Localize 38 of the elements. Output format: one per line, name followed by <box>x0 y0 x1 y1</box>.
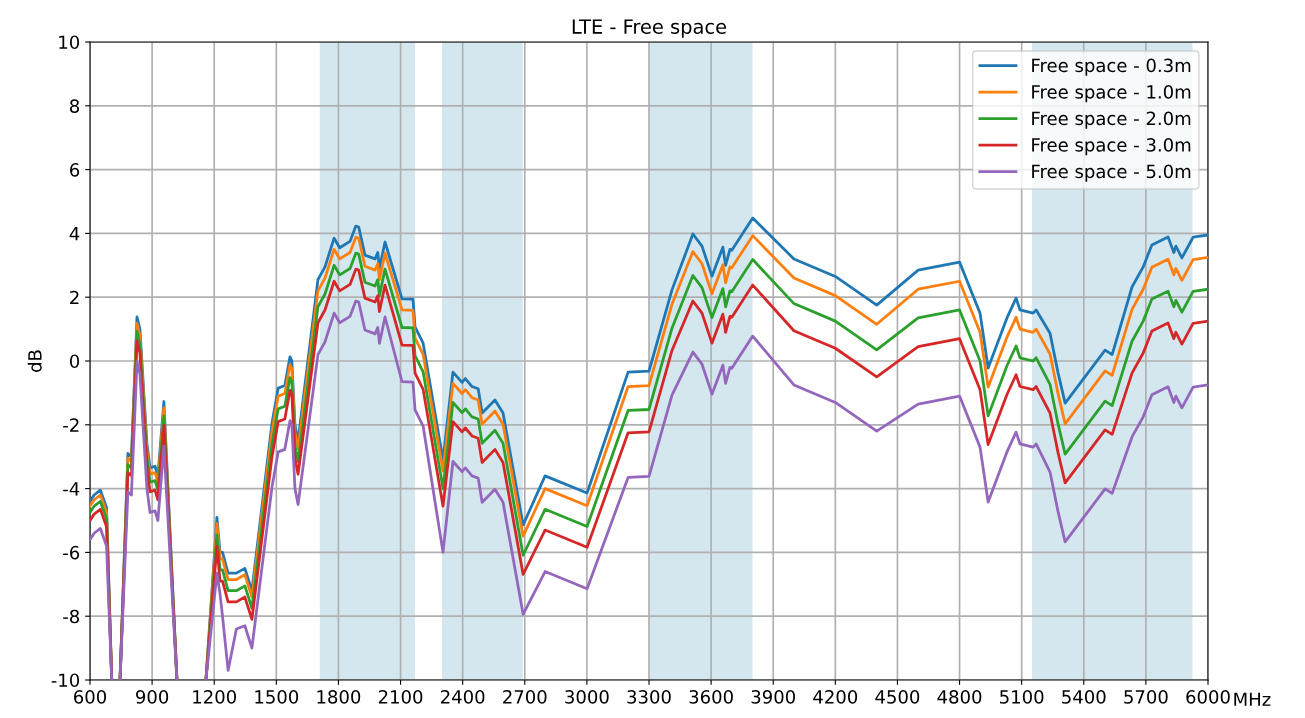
y-tick-label: -6 <box>63 545 80 560</box>
y-tick-label: -4 <box>63 482 80 496</box>
x-tick-label: 2700 <box>503 690 547 704</box>
legend-label: Free space - 3.0m <box>1032 138 1191 156</box>
y-tick-label: 10 <box>59 35 80 50</box>
x-tick-label: 5400 <box>1062 690 1106 704</box>
x-tick-label: 4500 <box>875 690 920 704</box>
x-tick-label: 1800 <box>317 690 361 704</box>
x-tick-label: 4800 <box>937 690 982 704</box>
x-tick-label: 3300 <box>627 690 671 704</box>
y-axis-title: dB <box>27 350 42 372</box>
x-tick-label: 2400 <box>441 690 485 704</box>
y-tick-label: 6 <box>70 163 80 177</box>
x-tick-label: 3900 <box>751 690 795 704</box>
y-tick-label: 0 <box>69 354 80 369</box>
chart-title: LTE - Free space <box>572 19 727 38</box>
x-axis-title: MHz <box>1234 692 1271 706</box>
y-tick-label: -8 <box>63 609 80 624</box>
x-tick-label: 6000 <box>1186 690 1230 704</box>
x-tick-label: 4200 <box>813 690 858 704</box>
y-tick-label: -10 <box>51 673 80 688</box>
x-tick-label: 3600 <box>689 690 733 704</box>
legend-label: Free space - 5.0m <box>1032 164 1191 182</box>
x-tick-label: 3000 <box>565 690 609 704</box>
x-tick-label: 1200 <box>193 690 236 704</box>
x-tick-label: 1500 <box>255 690 299 704</box>
y-tick-label: 4 <box>69 227 80 241</box>
x-tick-label: 900 <box>136 690 169 704</box>
x-tick-label: 2100 <box>378 690 423 704</box>
x-tick-label: 5100 <box>1000 690 1044 704</box>
legend-label: Free space - 0.3m <box>1032 58 1191 76</box>
legend-label: Free space - 2.0m <box>1032 111 1191 129</box>
y-tick-label: 2 <box>70 290 79 305</box>
x-tick-label: 5700 <box>1124 690 1168 704</box>
y-tick-label: -2 <box>63 418 79 432</box>
y-tick-label: 8 <box>70 99 80 113</box>
x-tick-label: 600 <box>74 690 107 704</box>
legend-label: Free space - 1.0m <box>1032 85 1191 103</box>
